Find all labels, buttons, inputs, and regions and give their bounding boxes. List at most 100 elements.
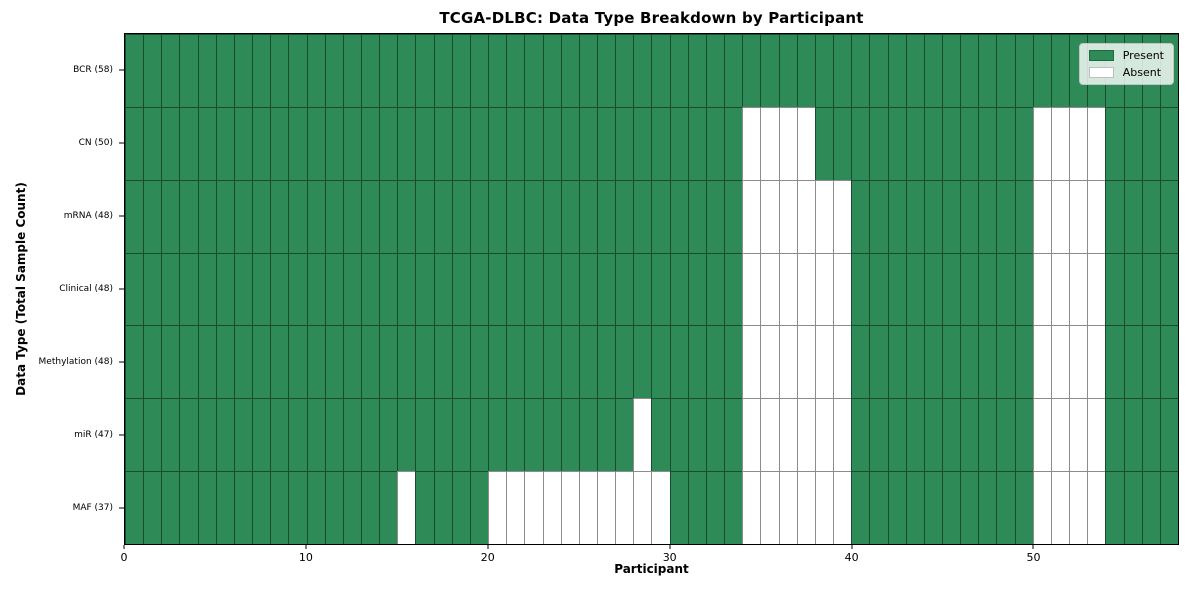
heatmap-cell [960,471,979,544]
heatmap-cell [960,179,979,253]
heatmap-cell [1032,34,1051,107]
heatmap-cell [1141,398,1160,472]
y-tick-mark [119,434,124,436]
heatmap-cell [1050,106,1070,180]
heatmap-cell [252,34,271,107]
heatmap-cell [524,179,543,253]
heatmap-cell [1159,179,1178,253]
heatmap-cell [1105,106,1124,180]
heatmap-cell [215,398,234,472]
heatmap-cell [488,325,507,399]
heatmap-cell [179,179,198,253]
heatmap-cell [433,325,452,399]
heatmap-cell [778,471,797,544]
heatmap-cell [342,325,362,399]
heatmap-cell [397,252,416,326]
heatmap-cell [415,398,434,472]
heatmap-cell [397,106,416,180]
heatmap-cell [705,179,725,253]
heatmap-cell [161,34,180,107]
heatmap-cell [633,106,652,180]
heatmap-cell [1123,252,1142,326]
heatmap-cell [651,471,670,544]
heatmap-cell [687,325,706,399]
heatmap-cell [1014,179,1033,253]
heatmap-cell [578,252,598,326]
heatmap-cell [506,398,525,472]
heatmap-cell [778,179,797,253]
heatmap-cell [161,252,180,326]
heatmap-cell [887,471,906,544]
heatmap-cell [814,471,834,544]
heatmap-cell [1069,106,1088,180]
heatmap-cell [1014,106,1033,180]
heatmap-cell [923,252,942,326]
heatmap-cell [1105,471,1124,544]
heatmap-cell [379,106,398,180]
heatmap-cell [306,34,325,107]
heatmap-cell [1105,179,1124,253]
heatmap-cell [324,252,343,326]
heatmap-cell [833,398,852,472]
heatmap-cell [506,325,525,399]
heatmap-cell [978,471,997,544]
heatmap-cell [833,179,852,253]
heatmap-cell [869,106,888,180]
heatmap-cell [851,398,870,472]
heatmap-cell [143,179,162,253]
heatmap-cell [941,398,961,472]
heatmap-cell [869,179,888,253]
heatmap-cell [687,252,706,326]
heatmap-cell [1087,179,1106,253]
heatmap-cell [270,471,289,544]
heatmap-cell [796,471,815,544]
heatmap-cell [179,34,198,107]
heatmap-cell [978,252,997,326]
heatmap-cell [270,106,289,180]
heatmap-cell [996,252,1015,326]
heatmap-cell [597,106,616,180]
heatmap-cell [851,179,870,253]
heatmap-cell [597,325,616,399]
heatmap-cell [1123,179,1142,253]
heatmap-cell [542,34,561,107]
heatmap-cell [215,34,234,107]
heatmap-cell [1123,325,1142,399]
heatmap-cell [724,398,743,472]
heatmap-cell [814,252,834,326]
heatmap-cell [560,398,579,472]
heatmap-cell [1050,325,1070,399]
heatmap-cell [469,34,489,107]
heatmap-cell [960,34,979,107]
heatmap-cell [252,106,271,180]
heatmap-cell [433,34,452,107]
heatmap-cell [161,179,180,253]
heatmap-cell [306,325,325,399]
heatmap-cell [469,106,489,180]
x-tick-label: 10 [298,551,313,564]
plot-area: Present Absent [124,33,1179,545]
heatmap-cell [851,34,870,107]
heatmap-cell [397,325,416,399]
heatmap-cell [941,252,961,326]
heatmap-cell [215,471,234,544]
heatmap-cell [996,398,1015,472]
legend-swatch [1088,67,1114,78]
heatmap-cell [233,398,253,472]
heatmap-cell [1050,179,1070,253]
heatmap-cell [941,34,961,107]
heatmap-cell [923,179,942,253]
heatmap-cell [923,34,942,107]
heatmap-cell [469,252,489,326]
heatmap-cell [560,179,579,253]
y-tick-mark [119,215,124,217]
heatmap-cell [524,398,543,472]
legend-label: Present [1122,49,1164,62]
heatmap-cell [833,34,852,107]
heatmap-cell [342,34,362,107]
heatmap-cell [669,179,688,253]
heatmap-cell [143,252,162,326]
heatmap-cell [887,179,906,253]
heatmap-cell [597,252,616,326]
heatmap-cell [1032,471,1051,544]
